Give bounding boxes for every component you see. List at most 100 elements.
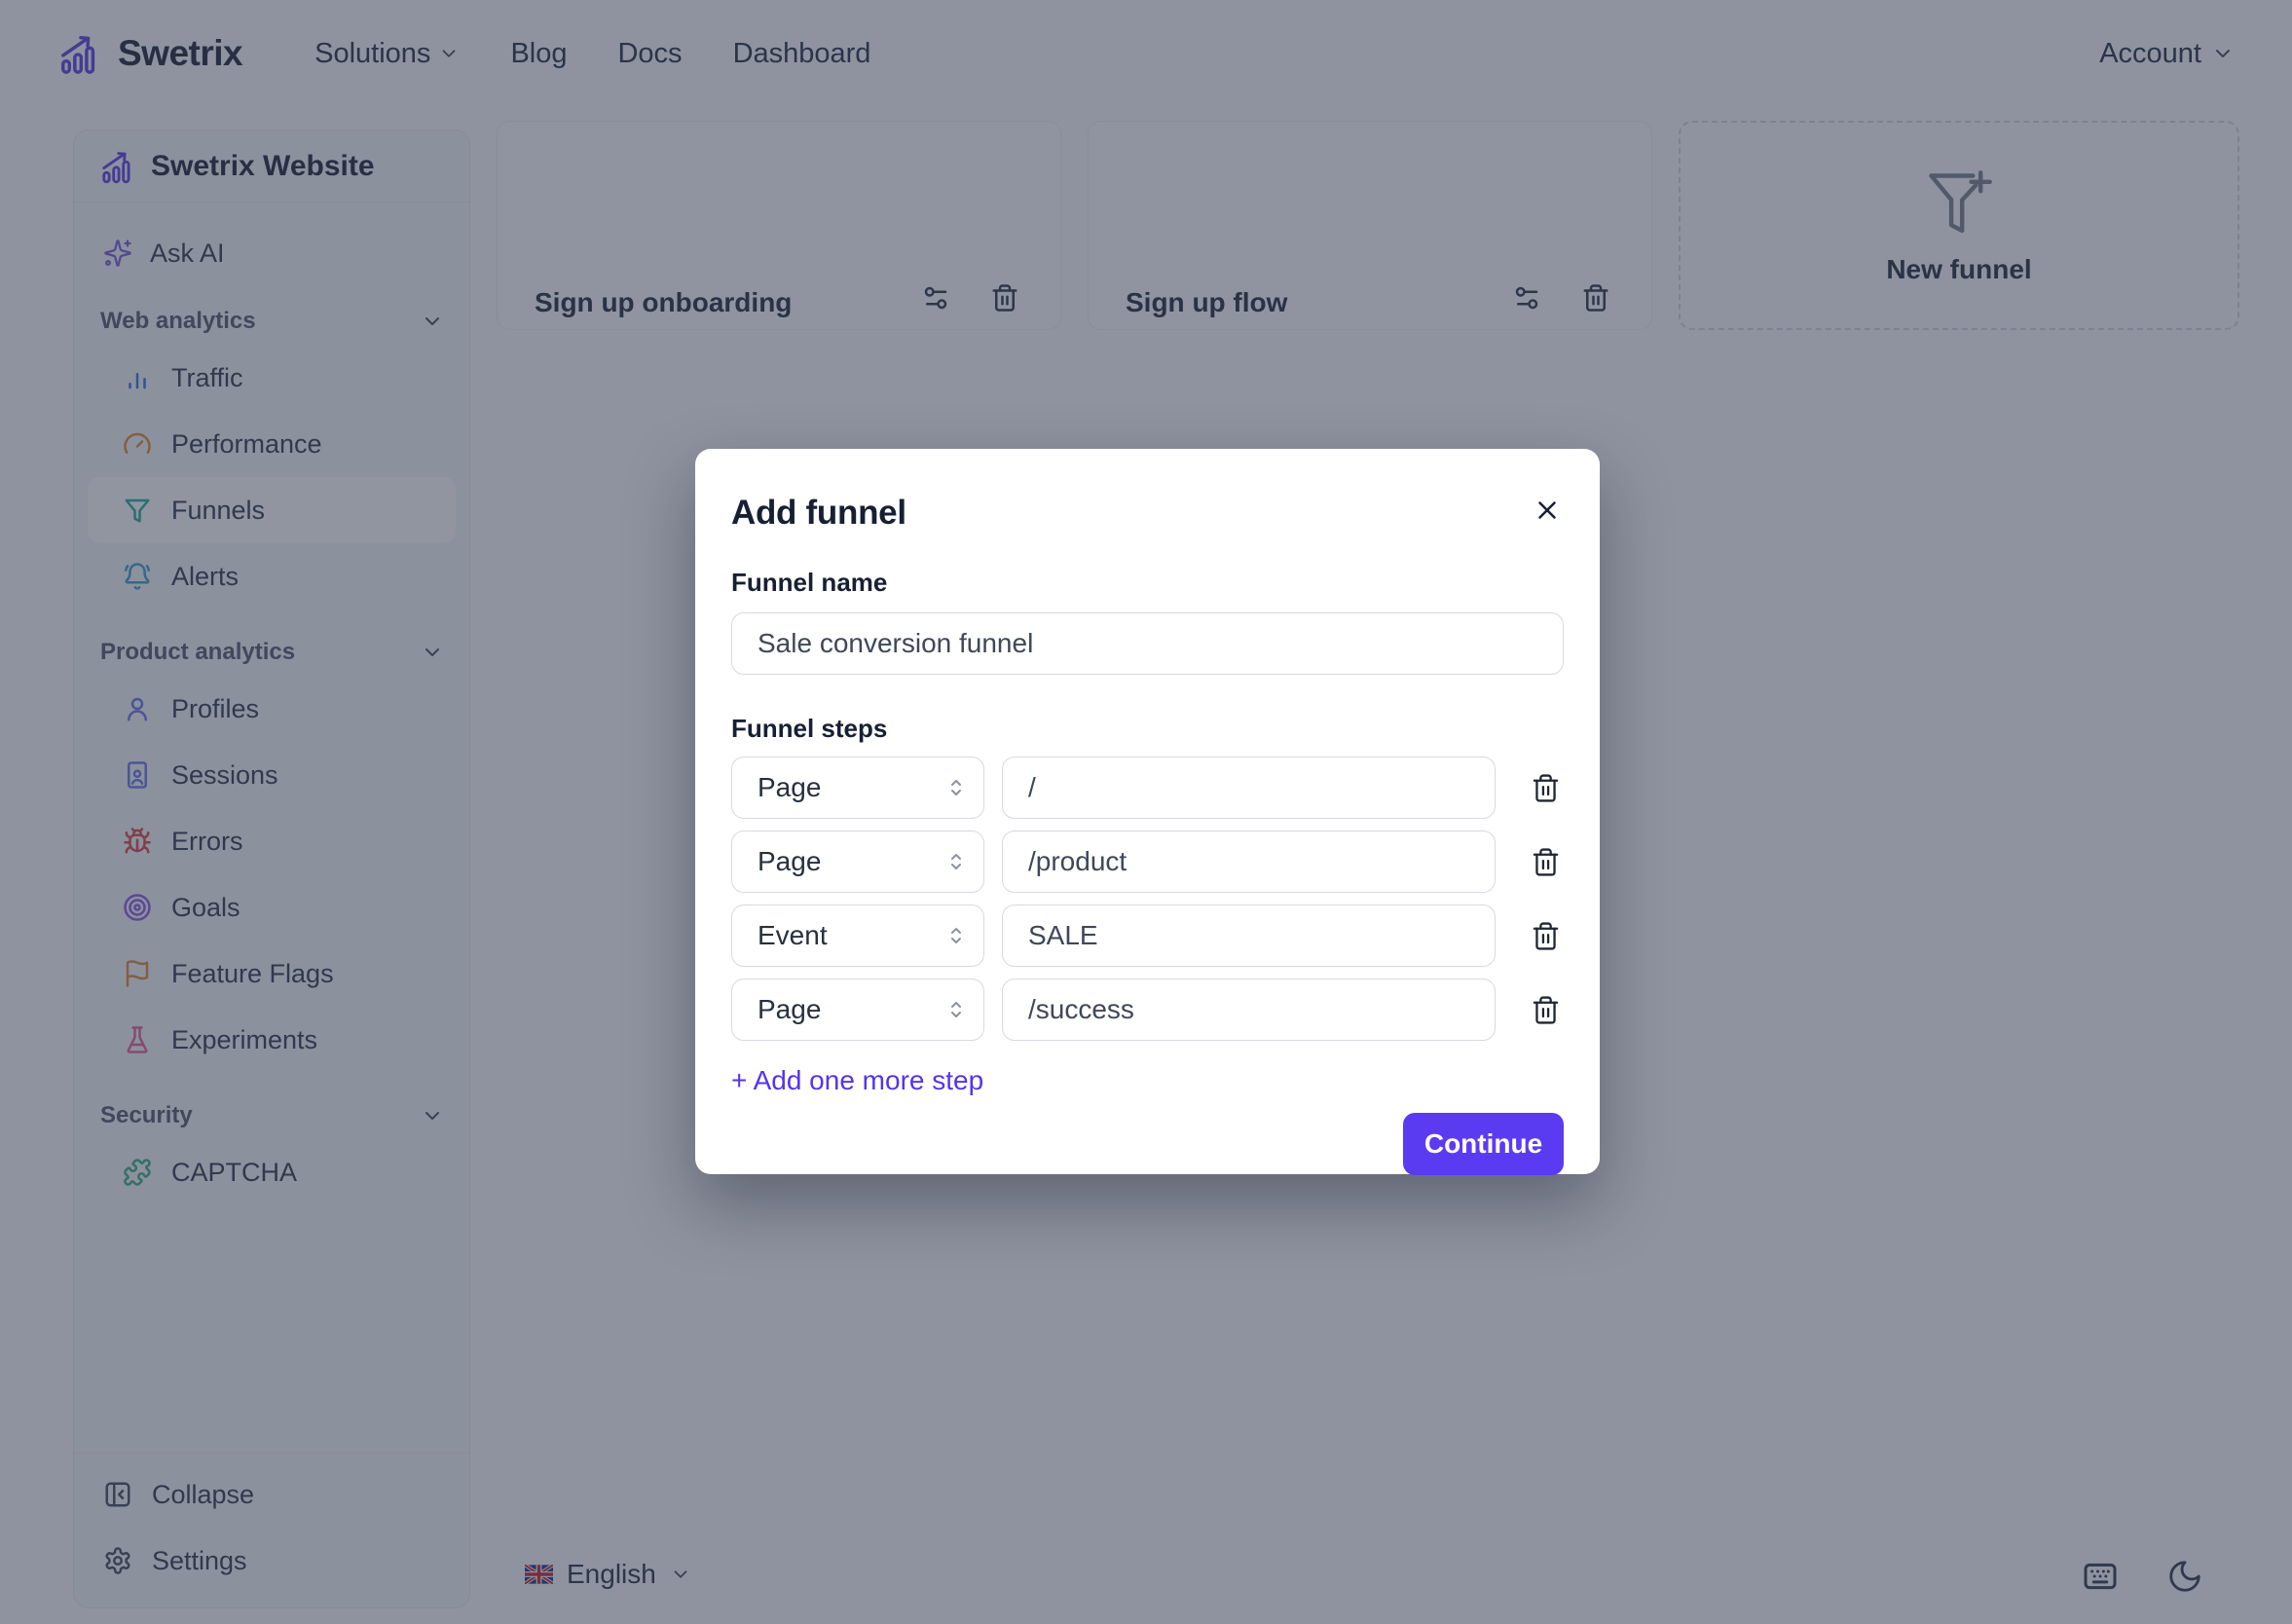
sidebar-item-label: Experiments [171, 1024, 318, 1054]
step-type-value: Page [758, 772, 822, 802]
trash-icon[interactable] [1531, 773, 1561, 803]
sidebar-collapse-button[interactable]: Collapse [88, 1461, 456, 1528]
chevron-down-icon [421, 641, 444, 664]
nav-solutions[interactable]: Solutions [314, 38, 460, 70]
sidebar-item-captcha[interactable]: CAPTCHA [88, 1139, 456, 1205]
step-type-value: Event [758, 920, 828, 950]
step-type-select[interactable]: Page [731, 978, 984, 1041]
sidebar-nav: Ask AI Web analytics Traffic Performa [74, 203, 469, 1453]
top-header: Swetrix Solutions Blog Docs Dashboard Ac… [0, 0, 2292, 107]
step-type-select[interactable]: Event [731, 904, 984, 967]
sidebar-item-label: Alerts [171, 561, 240, 591]
trash-icon[interactable] [1531, 921, 1561, 951]
chevrons-up-down-icon [944, 776, 968, 799]
nav-blog[interactable]: Blog [510, 38, 567, 70]
sidebar-section-product-analytics[interactable]: Product analytics [88, 629, 456, 676]
trash-icon[interactable] [1531, 847, 1561, 877]
sliders-icon[interactable] [921, 283, 950, 313]
language-label: English [567, 1559, 656, 1589]
step-type-value: Page [758, 846, 822, 876]
sidebar-item-goals[interactable]: Goals [88, 874, 456, 941]
sidebar-item-alerts[interactable]: Alerts [88, 543, 456, 609]
sidebar-item-performance[interactable]: Performance [88, 411, 456, 477]
sidebar-item-feature-flags[interactable]: Feature Flags [88, 941, 456, 1007]
top-nav: Solutions Blog Docs Dashboard [314, 38, 870, 70]
swetrix-logo-icon [99, 148, 136, 185]
step-value-input[interactable] [1002, 978, 1496, 1041]
sidebar-item-label: Funnels [171, 495, 266, 525]
sidebar-item-label: Errors [171, 826, 243, 856]
new-funnel-card[interactable]: New funnel [1679, 121, 2239, 330]
funnel-cards-row: Sign up onboarding Sign up flow [497, 121, 2239, 330]
dark-mode-moon-icon[interactable] [2166, 1558, 2203, 1595]
sliders-icon[interactable] [1512, 283, 1541, 313]
funnel-icon [123, 496, 152, 525]
funnel-step-row: Page [731, 757, 1564, 819]
target-icon [123, 893, 152, 922]
gauge-icon [123, 429, 152, 459]
nav-label: Docs [617, 37, 683, 69]
step-value-input[interactable] [1002, 757, 1496, 819]
trash-icon[interactable] [990, 283, 1019, 313]
chevrons-up-down-icon [944, 850, 968, 873]
sidebar-item-ask-ai[interactable]: Ask AI [88, 228, 456, 278]
sidebar-item-label: Performance [171, 428, 322, 459]
funnel-card-actions [1512, 283, 1610, 313]
funnel-card-sign-up-onboarding[interactable]: Sign up onboarding [497, 121, 1061, 330]
panel-collapse-icon [103, 1480, 132, 1509]
trash-icon[interactable] [1531, 995, 1561, 1025]
account-menu[interactable]: Account [2099, 38, 2235, 70]
uk-flag-icon [525, 1565, 553, 1584]
sidebar-item-sessions[interactable]: Sessions [88, 742, 456, 808]
funnel-card-title: Sign up onboarding [535, 287, 793, 317]
bar-chart-icon [123, 363, 152, 392]
funnel-name-input[interactable] [731, 612, 1564, 675]
step-type-value: Page [758, 994, 822, 1024]
step-value-input[interactable] [1002, 904, 1496, 967]
sidebar-item-traffic[interactable]: Traffic [88, 345, 456, 411]
close-icon[interactable] [1533, 496, 1562, 525]
keyboard-shortcuts-icon[interactable] [2081, 1557, 2120, 1596]
chevrons-up-down-icon [944, 998, 968, 1021]
funnel-name-label: Funnel name [731, 568, 888, 597]
nav-docs[interactable]: Docs [617, 38, 682, 70]
chevron-down-icon [438, 43, 460, 64]
flag-icon [123, 959, 152, 988]
sidebar-section-security[interactable]: Security [88, 1092, 456, 1139]
project-name: Swetrix Website [151, 149, 375, 182]
nav-dashboard[interactable]: Dashboard [733, 38, 871, 70]
funnel-card-title: Sign up flow [1126, 287, 1288, 317]
brand[interactable]: Swetrix [57, 31, 243, 76]
funnel-card-sign-up-flow[interactable]: Sign up flow [1088, 121, 1652, 330]
corner-actions [2081, 1557, 2203, 1596]
nav-label: Dashboard [732, 37, 871, 69]
step-type-select[interactable]: Page [731, 757, 984, 819]
language-selector[interactable]: English [525, 1559, 691, 1590]
sidebar-item-profiles[interactable]: Profiles [88, 676, 456, 742]
funnel-plus-icon [1922, 166, 1996, 240]
chevron-down-icon [2211, 42, 2235, 65]
add-step-link[interactable]: + Add one more step [731, 1065, 984, 1095]
step-value-input[interactable] [1002, 830, 1496, 893]
puzzle-icon [123, 1158, 152, 1187]
swetrix-logo-icon [57, 31, 102, 76]
continue-button[interactable]: Continue [1403, 1113, 1564, 1175]
user-icon [123, 694, 152, 723]
funnel-card-actions [921, 283, 1019, 313]
sidebar-item-experiments[interactable]: Experiments [88, 1007, 456, 1073]
sidebar-item-label: Feature Flags [171, 958, 334, 988]
project-selector[interactable]: Swetrix Website [74, 130, 469, 203]
nav-label: Blog [510, 37, 568, 69]
flask-icon [123, 1025, 152, 1054]
section-label: Security [100, 1102, 193, 1128]
trash-icon[interactable] [1581, 283, 1610, 313]
step-type-select[interactable]: Page [731, 830, 984, 893]
funnel-step-row: Page [731, 978, 1564, 1041]
sidebar-settings-button[interactable]: Settings [88, 1528, 456, 1594]
funnel-steps-list: Page Page [731, 757, 1564, 1041]
sidebar-section-web-analytics[interactable]: Web analytics [88, 298, 456, 345]
sidebar-item-errors[interactable]: Errors [88, 808, 456, 874]
sidebar-bottom: Collapse Settings [74, 1453, 469, 1607]
sidebar-item-label: Traffic [171, 362, 243, 392]
sidebar-item-funnels[interactable]: Funnels [88, 477, 456, 543]
